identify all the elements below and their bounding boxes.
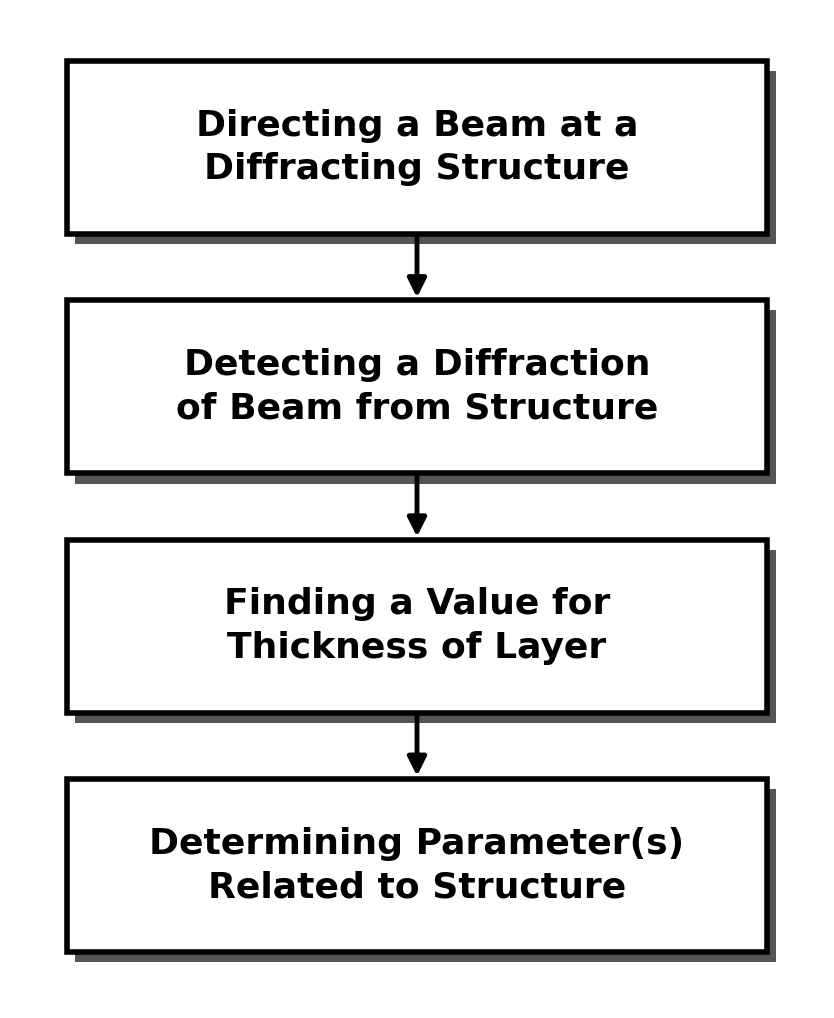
Bar [67, 540, 767, 713]
Bar [75, 789, 776, 962]
Text: Determining Parameter(s)
Related to Structure: Determining Parameter(s) Related to Stru… [149, 827, 685, 904]
Bar [75, 71, 776, 244]
Text: Finding a Value for
Thickness of Layer: Finding a Value for Thickness of Layer [224, 587, 610, 665]
Bar [75, 310, 776, 484]
Text: Directing a Beam at a
Diffracting Structure: Directing a Beam at a Diffracting Struct… [196, 109, 638, 186]
Bar [67, 300, 767, 473]
Text: Detecting a Diffraction
of Beam from Structure: Detecting a Diffraction of Beam from Str… [176, 348, 658, 426]
Bar [67, 779, 767, 952]
Bar [75, 550, 776, 723]
Bar [67, 61, 767, 234]
